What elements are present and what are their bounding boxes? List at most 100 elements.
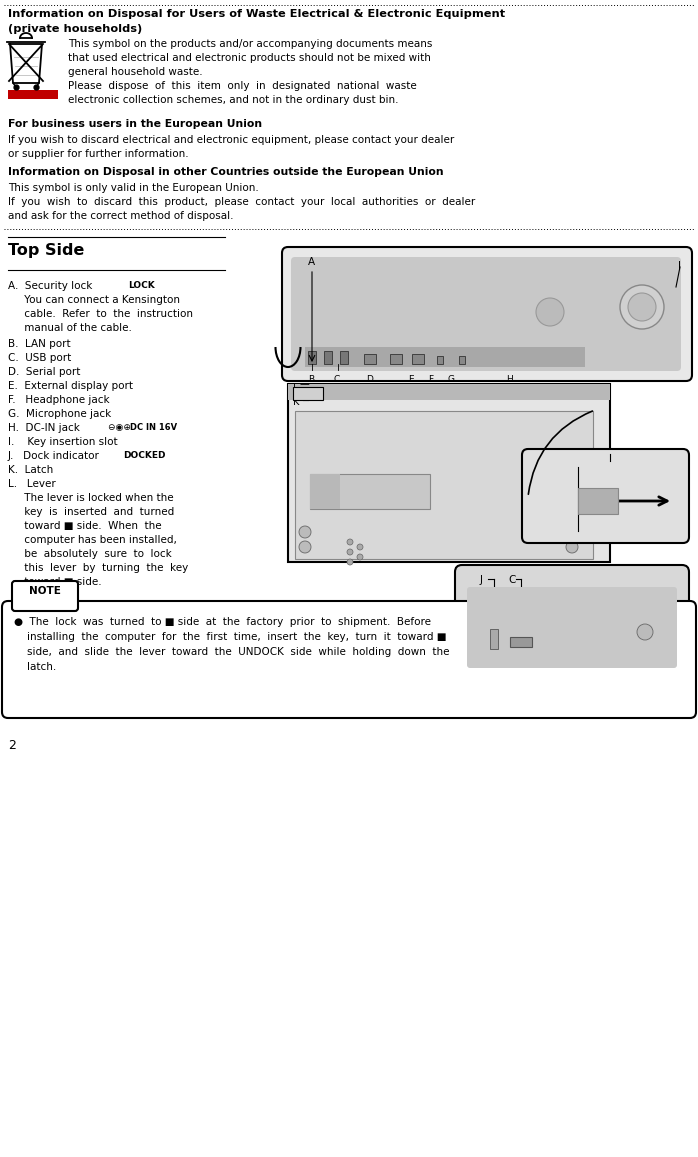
- Text: UNDOCK: UNDOCK: [582, 462, 619, 471]
- Circle shape: [347, 559, 353, 565]
- Text: Information on Disposal in other Countries outside the European Union: Information on Disposal in other Countri…: [8, 167, 444, 177]
- Text: and ask for the correct method of disposal.: and ask for the correct method of dispos…: [8, 211, 234, 221]
- Bar: [293, 386, 323, 400]
- FancyArrowPatch shape: [528, 411, 593, 494]
- Text: be  absolutely  sure  to  lock: be absolutely sure to lock: [8, 550, 172, 559]
- Text: ⊖◉⊕: ⊖◉⊕: [108, 423, 134, 432]
- Bar: [288, 384, 610, 562]
- Circle shape: [620, 285, 664, 329]
- Bar: [459, 356, 465, 364]
- Bar: [305, 347, 585, 367]
- Text: If you wish to discard electrical and electronic equipment, please contact your : If you wish to discard electrical and el…: [8, 135, 454, 145]
- Text: A: A: [308, 257, 315, 267]
- Text: Please  dispose  of  this  item  only  in  designated  national  waste: Please dispose of this item only in desi…: [68, 81, 417, 91]
- Text: toward ■ side.  When  the: toward ■ side. When the: [8, 521, 162, 531]
- Circle shape: [347, 550, 353, 555]
- FancyBboxPatch shape: [455, 565, 689, 679]
- Circle shape: [637, 624, 653, 640]
- Bar: [295, 411, 593, 559]
- Circle shape: [566, 541, 578, 553]
- Circle shape: [347, 539, 353, 545]
- Bar: [490, 629, 498, 649]
- FancyBboxPatch shape: [522, 449, 689, 543]
- Text: key  is  inserted  and  turned: key is inserted and turned: [8, 507, 174, 517]
- Bar: [308, 351, 316, 364]
- Text: I: I: [678, 261, 681, 271]
- Bar: [288, 384, 610, 400]
- Circle shape: [299, 541, 311, 553]
- Text: or supplier for further information.: or supplier for further information.: [8, 149, 188, 159]
- Text: This symbol on the products and/or accompanying documents means: This symbol on the products and/or accom…: [68, 39, 432, 49]
- Circle shape: [566, 526, 578, 538]
- Text: I.    Key insertion slot: I. Key insertion slot: [8, 437, 118, 447]
- FancyBboxPatch shape: [2, 600, 696, 718]
- Text: Information on Disposal for Users of Waste Electrical & Electronic Equipment: Information on Disposal for Users of Was…: [8, 9, 505, 19]
- Text: K: K: [293, 397, 299, 407]
- Bar: [437, 356, 443, 364]
- Text: DOCK: DOCK: [536, 462, 560, 471]
- Bar: [310, 474, 340, 509]
- Bar: [8, 90, 58, 100]
- Text: LOCK: LOCK: [128, 281, 155, 290]
- Text: The lever is locked when the: The lever is locked when the: [8, 493, 174, 503]
- Text: I: I: [293, 383, 296, 393]
- Text: C: C: [334, 375, 340, 384]
- Text: B: B: [308, 375, 314, 384]
- Text: A.  Security lock: A. Security lock: [8, 281, 96, 292]
- Text: cable.  Refer  to  the  instruction: cable. Refer to the instruction: [8, 309, 193, 319]
- Text: 2: 2: [8, 739, 16, 752]
- Text: (private households): (private households): [8, 24, 142, 34]
- Text: this  lever  by  turning  the  key: this lever by turning the key: [8, 563, 188, 573]
- Bar: [310, 474, 430, 509]
- Text: This symbol is only valid in the European Union.: This symbol is only valid in the Europea…: [8, 183, 259, 193]
- Text: C: C: [508, 575, 515, 585]
- Bar: [578, 488, 618, 514]
- Text: L: L: [600, 450, 606, 460]
- Text: —: —: [300, 379, 310, 389]
- Text: D.  Serial port: D. Serial port: [8, 367, 80, 377]
- Text: general household waste.: general household waste.: [68, 67, 202, 78]
- Text: F.   Headphone jack: F. Headphone jack: [8, 395, 110, 405]
- Text: toward ■ side.: toward ■ side.: [8, 577, 102, 587]
- Text: that used electrical and electronic products should not be mixed with: that used electrical and electronic prod…: [68, 53, 431, 62]
- Text: manual of the cable.: manual of the cable.: [8, 323, 132, 333]
- Circle shape: [357, 554, 363, 560]
- Text: installing  the  computer  for  the  first  time,  insert  the  key,  turn  it  : installing the computer for the first ti…: [14, 632, 447, 642]
- Bar: [364, 354, 376, 364]
- Text: If  you  wish  to  discard  this  product,  please  contact  your  local  author: If you wish to discard this product, ple…: [8, 197, 475, 207]
- Text: L.   Lever: L. Lever: [8, 479, 56, 489]
- Text: C.  USB port: C. USB port: [8, 353, 71, 363]
- Text: H.  DC-IN jack: H. DC-IN jack: [8, 423, 80, 433]
- Circle shape: [536, 299, 564, 326]
- Bar: [412, 354, 424, 364]
- Text: J: J: [480, 575, 483, 585]
- Text: F: F: [428, 375, 433, 384]
- Text: latch.: latch.: [14, 662, 57, 672]
- Text: ●  The  lock  was  turned  to ■ side  at  the  factory  prior  to  shipment.  Be: ● The lock was turned to ■ side at the f…: [14, 617, 431, 627]
- Text: DOCKED: DOCKED: [123, 451, 165, 460]
- Circle shape: [357, 544, 363, 550]
- FancyBboxPatch shape: [467, 587, 677, 668]
- Text: computer has been installed,: computer has been installed,: [8, 535, 177, 545]
- FancyBboxPatch shape: [12, 581, 78, 611]
- Text: K.  Latch: K. Latch: [8, 465, 53, 476]
- Bar: [324, 351, 332, 364]
- Text: E: E: [408, 375, 414, 384]
- Text: H: H: [506, 375, 513, 384]
- FancyBboxPatch shape: [291, 257, 681, 371]
- Bar: [340, 351, 348, 364]
- Text: G.  Microphone jack: G. Microphone jack: [8, 410, 111, 419]
- Circle shape: [628, 293, 656, 320]
- Text: G: G: [448, 375, 455, 384]
- Bar: [510, 638, 532, 647]
- Text: E.  External display port: E. External display port: [8, 381, 133, 391]
- Text: For business users in the European Union: For business users in the European Union: [8, 119, 262, 128]
- Text: D: D: [366, 375, 373, 384]
- Text: NOTE: NOTE: [29, 585, 61, 596]
- Text: side,  and  slide  the  lever  toward  the  UNDOCK  side  while  holding  down  : side, and slide the lever toward the UND…: [14, 647, 450, 657]
- FancyBboxPatch shape: [282, 246, 692, 381]
- Text: J.   Dock indicator: J. Dock indicator: [8, 451, 103, 460]
- Bar: [390, 354, 402, 364]
- Text: Top Side: Top Side: [8, 243, 84, 258]
- Text: electronic collection schemes, and not in the ordinary dust bin.: electronic collection schemes, and not i…: [68, 95, 399, 105]
